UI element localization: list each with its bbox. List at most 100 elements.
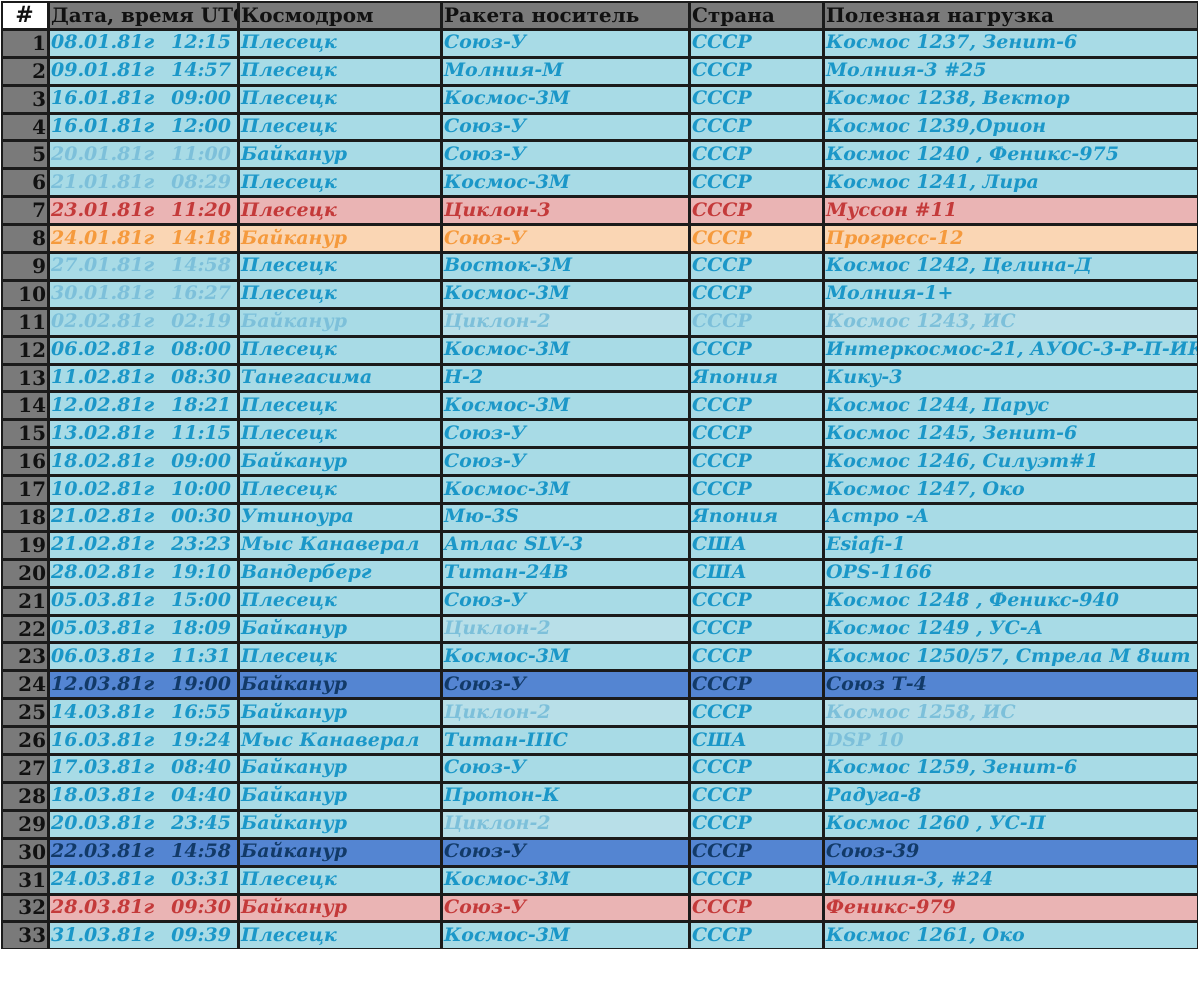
row-number-cell[interactable]: 27 — [1, 754, 48, 782]
row-number-cell[interactable]: 32 — [1, 893, 48, 922]
row-number-cell[interactable]: 1 — [1, 28, 48, 57]
country-cell[interactable]: СССР — [689, 837, 823, 866]
rocket-cell[interactable]: Мю-3S — [441, 503, 689, 531]
rocket-cell[interactable]: Космос-3М — [441, 921, 689, 950]
row-number-cell[interactable]: 19 — [1, 530, 48, 559]
cosmodrome-cell[interactable]: Утиноура — [238, 503, 441, 531]
country-cell[interactable]: СССР — [689, 307, 823, 336]
cosmodrome-cell[interactable]: Байканур — [238, 670, 441, 699]
rocket-cell[interactable]: Союз-У — [441, 670, 689, 699]
datetime-cell[interactable]: 27.01.81г 14:58 — [48, 252, 238, 280]
payload-cell[interactable]: Космос 1245, Зенит-6 — [823, 419, 1198, 448]
row-number-cell[interactable]: 12 — [1, 335, 48, 364]
rocket-cell[interactable]: Восток-3М — [441, 252, 689, 280]
row-number-cell[interactable]: 4 — [1, 112, 48, 141]
row-number-cell[interactable]: 22 — [1, 614, 48, 643]
country-cell[interactable]: СССР — [689, 112, 823, 141]
country-cell[interactable]: СССР — [689, 614, 823, 643]
rocket-cell[interactable]: Циклон-2 — [441, 614, 689, 643]
header-datetime[interactable]: Дата, время UTC — [48, 1, 238, 29]
country-cell[interactable]: СССР — [689, 335, 823, 364]
cosmodrome-cell[interactable]: Плесецк — [238, 586, 441, 615]
row-number-cell[interactable]: 28 — [1, 781, 48, 810]
datetime-cell[interactable]: 20.03.81г 23:45 — [48, 809, 238, 838]
country-cell[interactable]: СССР — [689, 279, 823, 308]
header-cosmodrome[interactable]: Космодром — [238, 1, 441, 29]
datetime-cell[interactable]: 08.01.81г 12:15 — [48, 28, 238, 57]
rocket-cell[interactable]: Космос-3М — [441, 279, 689, 308]
country-cell[interactable]: СССР — [689, 586, 823, 615]
rocket-cell[interactable]: Циклон-2 — [441, 698, 689, 727]
rocket-cell[interactable]: Космос-3М — [441, 84, 689, 113]
payload-cell[interactable]: Космос 1246, Силуэт#1 — [823, 447, 1198, 476]
country-cell[interactable]: СССР — [689, 419, 823, 448]
header-payload[interactable]: Полезная нагрузка — [823, 1, 1198, 29]
payload-cell[interactable]: Прогресс-12 — [823, 224, 1198, 253]
cosmodrome-cell[interactable]: Плесецк — [238, 419, 441, 448]
payload-cell[interactable]: Радуга-8 — [823, 781, 1198, 810]
datetime-cell[interactable]: 09.01.81г 14:57 — [48, 56, 238, 85]
cosmodrome-cell[interactable]: Байканур — [238, 837, 441, 866]
cosmodrome-cell[interactable]: Байканур — [238, 224, 441, 253]
country-cell[interactable]: СССР — [689, 447, 823, 476]
datetime-cell[interactable]: 28.02.81г 19:10 — [48, 558, 238, 587]
row-number-cell[interactable]: 20 — [1, 558, 48, 587]
row-number-cell[interactable]: 30 — [1, 837, 48, 866]
cosmodrome-cell[interactable]: Плесецк — [238, 642, 441, 671]
cosmodrome-cell[interactable]: Плесецк — [238, 335, 441, 364]
payload-cell[interactable]: Космос 1248 , Феникс-940 — [823, 586, 1198, 615]
payload-cell[interactable]: Космос 1259, Зенит-6 — [823, 754, 1198, 782]
cosmodrome-cell[interactable]: Плесецк — [238, 279, 441, 308]
payload-cell[interactable]: Муссон #11 — [823, 196, 1198, 225]
datetime-cell[interactable]: 10.02.81г 10:00 — [48, 475, 238, 504]
rocket-cell[interactable]: Атлас SLV-3 — [441, 530, 689, 559]
cosmodrome-cell[interactable]: Плесецк — [238, 475, 441, 504]
datetime-cell[interactable]: 30.01.81г 16:27 — [48, 279, 238, 308]
payload-cell[interactable]: Союз Т-4 — [823, 670, 1198, 699]
cosmodrome-cell[interactable]: Плесецк — [238, 921, 441, 950]
payload-cell[interactable]: OPS-1166 — [823, 558, 1198, 587]
rocket-cell[interactable]: Космос-3М — [441, 391, 689, 420]
datetime-cell[interactable]: 20.01.81г 11:00 — [48, 140, 238, 169]
rocket-cell[interactable]: Союз-У — [441, 586, 689, 615]
rocket-cell[interactable]: Циклон-2 — [441, 809, 689, 838]
row-number-cell[interactable]: 26 — [1, 726, 48, 755]
country-cell[interactable]: СССР — [689, 642, 823, 671]
datetime-cell[interactable]: 06.02.81г 08:00 — [48, 335, 238, 364]
datetime-cell[interactable]: 05.03.81г 15:00 — [48, 586, 238, 615]
header-rocket[interactable]: Ракета носитель — [441, 1, 689, 29]
rocket-cell[interactable]: Н-2 — [441, 363, 689, 392]
datetime-cell[interactable]: 28.03.81г 09:30 — [48, 893, 238, 922]
payload-cell[interactable]: Космос 1242, Целина-Д — [823, 252, 1198, 280]
row-number-cell[interactable]: 29 — [1, 809, 48, 838]
datetime-cell[interactable]: 18.02.81г 09:00 — [48, 447, 238, 476]
country-cell[interactable]: СССР — [689, 28, 823, 57]
country-cell[interactable]: СССР — [689, 475, 823, 504]
country-cell[interactable]: Япония — [689, 503, 823, 531]
payload-cell[interactable]: DSP 10 — [823, 726, 1198, 755]
country-cell[interactable]: Япония — [689, 363, 823, 392]
row-number-cell[interactable]: 10 — [1, 279, 48, 308]
country-cell[interactable]: СССР — [689, 754, 823, 782]
rocket-cell[interactable]: Союз-У — [441, 112, 689, 141]
country-cell[interactable]: СССР — [689, 140, 823, 169]
row-number-cell[interactable]: 31 — [1, 865, 48, 894]
payload-cell[interactable]: Космос 1239,Орион — [823, 112, 1198, 141]
country-cell[interactable]: СССР — [689, 893, 823, 922]
country-cell[interactable]: США — [689, 530, 823, 559]
row-number-cell[interactable]: 3 — [1, 84, 48, 113]
country-cell[interactable]: СССР — [689, 391, 823, 420]
payload-cell[interactable]: Интеркосмос-21, АУОС-3-Р-П-ИК — [823, 335, 1198, 364]
payload-cell[interactable]: Молния-3, #24 — [823, 865, 1198, 894]
rocket-cell[interactable]: Союз-У — [441, 837, 689, 866]
datetime-cell[interactable]: 13.02.81г 11:15 — [48, 419, 238, 448]
cosmodrome-cell[interactable]: Мыс Канаверал — [238, 726, 441, 755]
country-cell[interactable]: СССР — [689, 698, 823, 727]
row-number-cell[interactable]: 16 — [1, 447, 48, 476]
row-number-cell[interactable]: 24 — [1, 670, 48, 699]
row-number-cell[interactable]: 8 — [1, 224, 48, 253]
cosmodrome-cell[interactable]: Плесецк — [238, 252, 441, 280]
payload-cell[interactable]: Космос 1238, Вектор — [823, 84, 1198, 113]
rocket-cell[interactable]: Циклон-3 — [441, 196, 689, 225]
cosmodrome-cell[interactable]: Мыс Канаверал — [238, 530, 441, 559]
